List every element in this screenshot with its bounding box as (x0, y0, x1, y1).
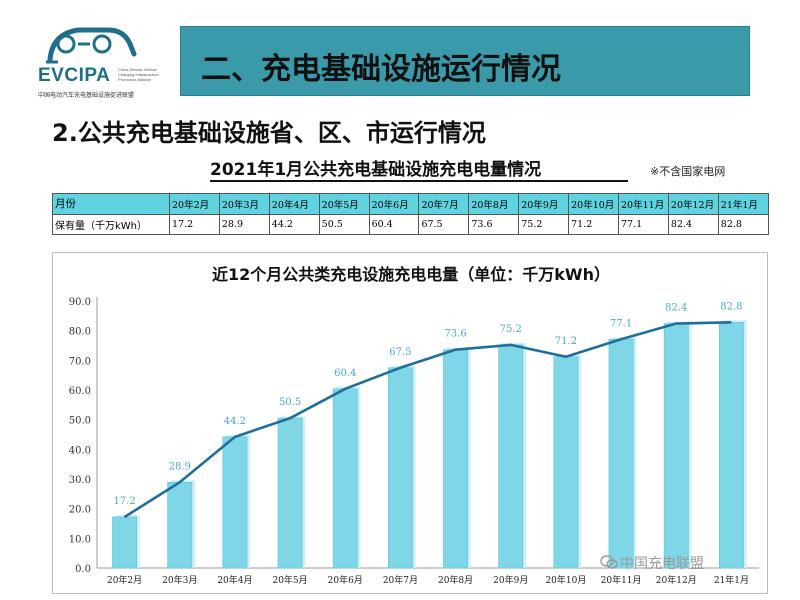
page-subtitle: 2.公共充电基础设施省、区、市运行情况 (52, 119, 486, 147)
x-tick-label: 20年7月 (383, 574, 418, 586)
table-value-row: 保有量（千万kWh） 17.2 28.9 44.2 50.5 60.4 67.5… (52, 213, 769, 235)
x-tick-label: 20年3月 (162, 574, 197, 586)
x-tick-label: 21年1月 (714, 574, 749, 586)
table-value-cell: 82.4 (667, 213, 719, 235)
logo-english-name: China Electric Vehicle Charging Infrastr… (118, 67, 159, 82)
section-title-bar: 二、充电基础设施运行情况 (180, 26, 750, 96)
bar (663, 323, 689, 569)
data-label: 50.5 (279, 397, 301, 408)
data-label: 28.9 (169, 461, 191, 472)
table-value-cell: 50.5 (318, 213, 370, 235)
table-month-cell: 21年1月 (717, 193, 769, 215)
bar (167, 481, 193, 569)
table-month-cell: 20年3月 (218, 193, 270, 215)
y-tick-label: 10.0 (69, 534, 91, 545)
bar-line-chart: 0.0 10.0 20.0 30.0 40.0 50.0 60.0 70.0 80.0 90.0 1… (69, 297, 759, 586)
table-row-label: 月份 (52, 193, 170, 215)
bar (718, 322, 744, 569)
table-month-cell: 20年8月 (468, 193, 520, 215)
y-tick-label: 70.0 (69, 356, 91, 367)
data-label: 71.2 (555, 336, 577, 347)
bar (553, 356, 579, 569)
x-tick-label: 20年2月 (107, 574, 142, 586)
bar (608, 338, 634, 569)
table-value-cell: 67.5 (418, 213, 470, 235)
table-month-cell: 20年5月 (318, 193, 370, 215)
x-tick-label: 20年9月 (493, 574, 528, 586)
table-header-row: 月份 20年2月 20年3月 20年4月 20年5月 20年6月 20年7月 2… (52, 193, 769, 215)
bar (222, 436, 248, 569)
table-value-cell: 82.8 (717, 213, 769, 235)
table-title: 2021年1月公共充电基础设施充电电量情况 (210, 160, 542, 180)
data-label: 75.2 (500, 324, 522, 335)
table-month-cell: 20年4月 (268, 193, 320, 215)
y-tick-label: 60.0 (69, 386, 91, 397)
table-month-cell: 20年2月 (169, 193, 220, 215)
logo-chinese-name: 中国电动汽车充电基础设施促进联盟 (38, 92, 135, 99)
bar (112, 516, 138, 569)
chart-title: 近12个月公共类充电设施充电电量（单位：千万kWh） (212, 265, 610, 284)
x-tick-label: 20年8月 (438, 574, 473, 586)
x-tick-label: 20年11月 (601, 574, 642, 586)
table-value-cell: 28.9 (218, 213, 270, 235)
bar (387, 367, 413, 569)
wechat-icon (600, 555, 618, 569)
y-tick-label: 40.0 (69, 445, 91, 456)
table-note: ※不含国家电网 (650, 165, 726, 178)
bar (498, 344, 524, 569)
x-tick-label: 20年5月 (272, 574, 307, 586)
table-value-cell: 77.1 (618, 213, 669, 235)
y-tick-label: 20.0 (69, 505, 91, 516)
table-month-cell: 20年6月 (368, 193, 420, 215)
x-tick-label: 20年4月 (217, 574, 252, 586)
table-month-cell: 20年10月 (568, 193, 620, 215)
y-tick-label: 50.0 (69, 416, 91, 427)
series-line (123, 321, 732, 519)
evcipa-logo: EVCIPA China Electric Vehicle Charging I… (38, 20, 168, 102)
table-value-cell: 17.2 (169, 213, 220, 235)
data-label: 17.2 (113, 496, 135, 507)
table-row-label: 保有量（千万kWh） (52, 213, 170, 235)
data-label: 73.6 (444, 329, 466, 340)
data-table: 月份 20年2月 20年3月 20年4月 20年5月 20年6月 20年7月 2… (52, 193, 769, 235)
table-value-cell: 44.2 (268, 213, 320, 235)
data-label: 77.1 (610, 318, 632, 329)
data-label: 82.8 (720, 301, 742, 312)
watermark: 中国充电联盟 (620, 556, 704, 572)
table-month-cell: 20年11月 (618, 193, 669, 215)
data-label: 67.5 (389, 347, 411, 358)
table-value-cell: 71.2 (568, 213, 620, 235)
table-value-cell: 60.4 (368, 213, 420, 235)
table-value-cell: 73.6 (468, 213, 520, 235)
bar (332, 388, 358, 569)
chart-panel: 近12个月公共类充电设施充电电量（单位：千万kWh） 0.0 10.0 20.0 30… (52, 252, 768, 594)
x-tick-label: 20年10月 (545, 574, 586, 586)
y-tick-label: 30.0 (69, 475, 91, 486)
table-month-cell: 20年9月 (518, 193, 570, 215)
car-plug-icon (46, 27, 137, 64)
logo-wordmark: EVCIPA (38, 65, 111, 86)
data-label: 82.4 (665, 303, 687, 314)
table-month-cell: 20年12月 (667, 193, 719, 215)
y-tick-label: 0.0 (75, 564, 91, 575)
data-label: 44.2 (224, 416, 246, 427)
table-value-cell: 75.2 (518, 213, 570, 235)
section-title: 二、充电基础设施运行情况 (201, 52, 561, 87)
x-tick-label: 20年12月 (656, 574, 697, 586)
y-tick-label: 90.0 (69, 297, 91, 308)
bar (443, 349, 469, 569)
table-month-cell: 20年7月 (418, 193, 470, 215)
bar (277, 417, 303, 569)
data-label: 60.4 (334, 368, 356, 379)
y-tick-label: 80.0 (69, 327, 91, 338)
table-title-underline (210, 180, 628, 182)
x-tick-label: 20年6月 (328, 574, 363, 586)
